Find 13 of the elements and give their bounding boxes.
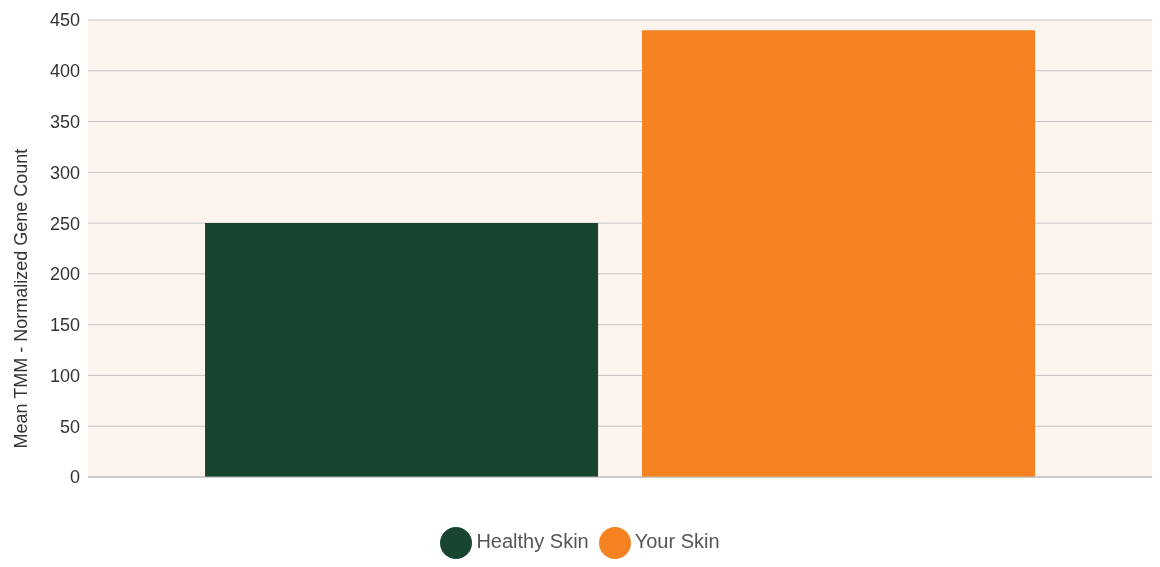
- y-tick-label: 150: [49, 315, 80, 336]
- legend-label: Healthy Skin: [476, 530, 589, 553]
- y-tick-label: 350: [49, 111, 80, 132]
- y-tick-label: 0: [69, 467, 80, 488]
- y-tick-label: 250: [49, 213, 80, 234]
- y-axis-title: Mean TMM - Normalized Gene Count: [11, 148, 32, 449]
- y-tick-label: 450: [49, 10, 80, 31]
- y-tick-label: 100: [49, 365, 80, 386]
- y-tick-label: 200: [49, 264, 80, 285]
- legend-label: Your Skin: [634, 530, 720, 553]
- y-tick-label: 400: [49, 61, 80, 82]
- y-tick-label: 300: [49, 162, 80, 183]
- y-tick-label: 50: [59, 416, 80, 437]
